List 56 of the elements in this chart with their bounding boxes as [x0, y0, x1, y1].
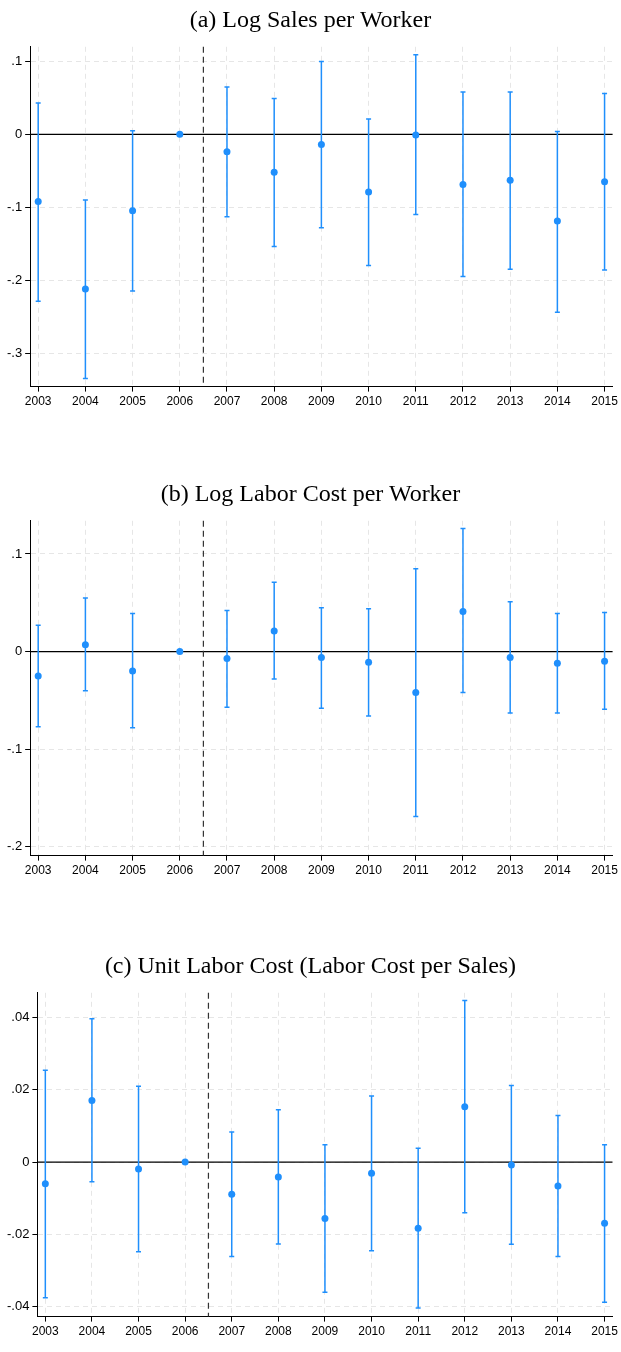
x-tick-label: 2004 — [78, 1324, 106, 1339]
x-tick-label: 2012 — [451, 1324, 479, 1339]
x-tick-label: 2008 — [260, 394, 288, 409]
y-tick-label: 0 — [22, 1153, 30, 1169]
x-tick-label: 2012 — [449, 863, 477, 878]
x-tick-label: 2005 — [119, 863, 147, 878]
x-tick-label: 2007 — [213, 394, 241, 409]
y-tick-label: -.1 — [7, 198, 23, 214]
x-tick-label: 2005 — [125, 1324, 153, 1339]
x-tick-label: 2010 — [355, 394, 383, 409]
x-tick-label: 2015 — [591, 394, 619, 409]
x-tick-label: 2005 — [119, 394, 147, 409]
x-tick-label: 2010 — [355, 863, 383, 878]
chart-title: (a) Log Sales per Worker — [188, 5, 433, 34]
x-tick-label: 2012 — [449, 394, 477, 409]
x-tick-label: 2011 — [402, 394, 429, 409]
x-tick-label: 2015 — [591, 1324, 619, 1339]
y-tick-label: .02 — [11, 1081, 30, 1097]
x-tick-label: 2007 — [213, 863, 241, 878]
y-tick-label: 0 — [14, 643, 23, 659]
x-tick-label: 2008 — [264, 1324, 293, 1339]
x-tick-label: 2004 — [72, 394, 100, 409]
y-tick-label: -.04 — [6, 1298, 30, 1314]
x-tick-label: 2006 — [166, 394, 194, 409]
chart-title: (b) Log Labor Cost per Worker — [159, 479, 462, 508]
x-tick-label: 2014 — [544, 863, 572, 878]
x-tick-label: 2007 — [218, 1324, 246, 1339]
x-tick-label: 2015 — [591, 863, 619, 878]
x-tick-label: 2014 — [544, 1324, 572, 1339]
y-tick-label: .04 — [11, 1008, 30, 1024]
x-tick-label: 2011 — [402, 863, 429, 878]
x-tick-label: 2009 — [308, 394, 336, 409]
x-tick-label: 2013 — [498, 1324, 526, 1339]
chart-title: (c) Unit Labor Cost (Labor Cost per Sales) — [103, 951, 518, 980]
x-tick-label: 2006 — [171, 1324, 199, 1339]
y-tick-label: -.3 — [7, 344, 23, 360]
y-tick-label: -.2 — [7, 838, 23, 854]
x-tick-label: 2010 — [358, 1324, 386, 1339]
x-tick-label: 2009 — [308, 863, 336, 878]
x-tick-label: 2008 — [260, 863, 288, 878]
x-tick-label: 2013 — [496, 863, 524, 878]
x-tick-label: 2013 — [496, 394, 524, 409]
x-tick-label: 2009 — [311, 1324, 339, 1339]
x-tick-label: 2014 — [544, 394, 572, 409]
y-tick-label: -.2 — [7, 271, 23, 287]
x-tick-label: 2006 — [166, 863, 194, 878]
y-tick-label: .1 — [11, 545, 23, 561]
x-tick-label: 2003 — [31, 1324, 59, 1339]
x-tick-label: 2004 — [72, 863, 100, 878]
x-tick-label: 2011 — [405, 1324, 432, 1339]
y-tick-label: 0 — [14, 125, 23, 141]
y-tick-label: .1 — [11, 52, 23, 68]
x-tick-label: 2003 — [24, 394, 52, 409]
y-tick-label: -.1 — [7, 740, 23, 756]
x-tick-label: 2003 — [24, 863, 52, 878]
y-tick-label: -.02 — [6, 1226, 30, 1242]
